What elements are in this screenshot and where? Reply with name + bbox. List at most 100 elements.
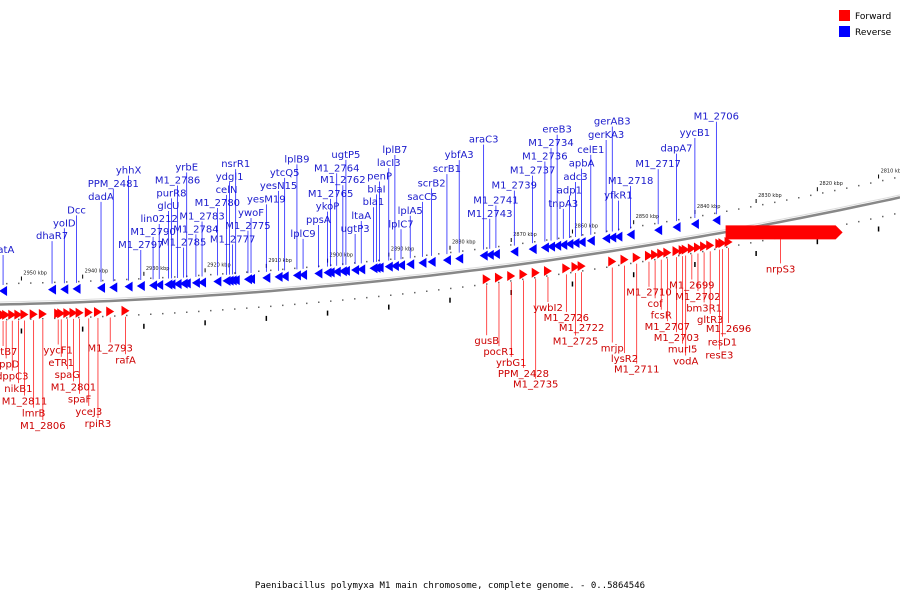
reverse-gene-arrow xyxy=(0,285,8,296)
guide-dot xyxy=(30,318,32,320)
reverse-gene-arrow xyxy=(136,281,145,292)
forward-gene-arrow xyxy=(651,249,660,260)
reverse-gene-arrow xyxy=(228,275,237,286)
forward-gene-arrow xyxy=(531,267,540,278)
reverse-gene-label: M1_2780 xyxy=(195,198,240,209)
reverse-gene-label: M1_2762 xyxy=(320,175,365,186)
reverse-gene-label: araC3 xyxy=(469,135,499,146)
guide-dot xyxy=(438,289,440,291)
guide-dot xyxy=(690,216,692,219)
guide-dot xyxy=(282,268,284,271)
guide-dot xyxy=(366,260,368,263)
reverse-gene-arrow xyxy=(299,269,308,280)
guide-dot xyxy=(186,311,188,313)
forward-gene-label: nikB1 xyxy=(4,384,32,395)
guide-dot xyxy=(390,294,392,296)
reverse-gene-label: M1_2777 xyxy=(210,234,255,245)
forward-gene-arrow xyxy=(20,309,29,320)
guide-dot xyxy=(774,201,776,204)
forward-gene-arrow xyxy=(657,248,666,259)
forward-gene-arrow xyxy=(700,241,709,252)
forward-gene-arrow xyxy=(672,246,681,257)
forward-gene-label: M1_2725 xyxy=(553,337,598,348)
reverse-gene-arrow xyxy=(247,274,256,285)
reverse-gene-label: lplB7 xyxy=(382,145,407,156)
forward-gene-label: M1_2702 xyxy=(675,292,720,303)
guide-dot xyxy=(294,303,296,306)
tick-label: 2880 kbp xyxy=(452,240,476,246)
guide-dot xyxy=(414,291,416,294)
reverse-gene-arrow xyxy=(149,280,158,291)
reverse-gene-arrow xyxy=(491,249,500,260)
reverse-gene-arrow xyxy=(341,265,350,276)
reverse-gene-label: ltaA xyxy=(351,211,371,222)
forward-gene-label: gusB xyxy=(474,336,499,347)
guide-dot xyxy=(534,241,536,243)
reverse-gene-arrow xyxy=(442,255,451,266)
forward-gene-label: eTR1 xyxy=(48,358,74,369)
guide-dot xyxy=(870,218,872,220)
forward-gene-arrow xyxy=(507,271,516,282)
forward-gene-label: M1_2801 xyxy=(51,382,96,393)
guide-dot xyxy=(450,251,452,254)
guide-dot xyxy=(354,262,356,264)
reverse-gene-arrow xyxy=(213,276,222,287)
reverse-gene-label: M1_2797 xyxy=(118,240,163,251)
guide-dot xyxy=(330,300,332,302)
forward-gene-label: M1_2703 xyxy=(654,333,699,344)
forward-gene-block xyxy=(725,225,843,240)
tick-label: 2850 kbp xyxy=(636,214,660,220)
forward-gene-arrow xyxy=(121,305,130,316)
guide-dot xyxy=(378,295,380,298)
guide-dot xyxy=(270,305,272,308)
guide-dot xyxy=(654,222,656,225)
forward-gene-label: PPM_2428 xyxy=(498,369,549,380)
guide-dot xyxy=(738,244,740,246)
reverse-gene-label: M1_2737 xyxy=(510,166,555,177)
guide-dot xyxy=(42,318,44,320)
reverse-gene-label: celN xyxy=(216,185,238,196)
guide-dot xyxy=(678,254,680,257)
reverse-gene-arrow xyxy=(375,262,384,273)
forward-gene-arrow xyxy=(715,238,724,249)
guide-dot xyxy=(126,314,128,317)
reverse-gene-label: bla1 xyxy=(363,197,385,208)
forward-gene-arrow xyxy=(63,308,72,319)
tick-label: 2890 kbp xyxy=(391,247,415,253)
forward-gene-arrow xyxy=(543,266,552,277)
guide-dot xyxy=(342,299,344,301)
reverse-gene-arrow xyxy=(586,235,595,246)
forward-gene-arrow xyxy=(38,308,47,319)
guide-dot xyxy=(270,269,272,272)
reverse-gene-label: yhhX xyxy=(116,166,142,177)
reverse-gene-arrow xyxy=(390,260,399,271)
reverse-gene-arrow xyxy=(332,266,341,277)
guide-dot xyxy=(882,215,884,218)
guide-dot xyxy=(222,309,224,311)
forward-gene-label: M1_2726 xyxy=(544,313,589,324)
guide-dot xyxy=(258,270,260,272)
tick-label: 2930 kbp xyxy=(146,266,170,272)
forward-gene-label: spaF xyxy=(68,395,92,406)
guide-dot xyxy=(738,208,740,210)
guide-dot xyxy=(618,228,620,231)
tick-label: 2900 kbp xyxy=(330,253,354,259)
reverse-gene-label: M1_2775 xyxy=(225,221,270,232)
guide-dot xyxy=(234,272,236,274)
guide-dot xyxy=(42,282,44,284)
forward-gene-label: M1_2735 xyxy=(513,380,558,391)
guide-dot xyxy=(714,212,716,215)
forward-gene-label: pstB7 xyxy=(0,347,17,358)
reverse-gene-label: yycB1 xyxy=(680,128,711,139)
reverse-gene-label: M1_2765 xyxy=(308,189,353,200)
guide-dot xyxy=(558,237,560,240)
forward-gene-label: lysR2 xyxy=(611,354,638,365)
guide-dot xyxy=(714,248,716,251)
guide-dot xyxy=(378,259,380,262)
guide-dot xyxy=(402,293,404,295)
reverse-gene-arrow xyxy=(109,282,118,293)
reverse-gene-label: celE1 xyxy=(577,145,604,156)
guide-dot xyxy=(750,206,752,208)
reverse-gene-label: ppsA xyxy=(306,215,331,226)
reverse-gene-label: M1_2786 xyxy=(155,175,200,186)
